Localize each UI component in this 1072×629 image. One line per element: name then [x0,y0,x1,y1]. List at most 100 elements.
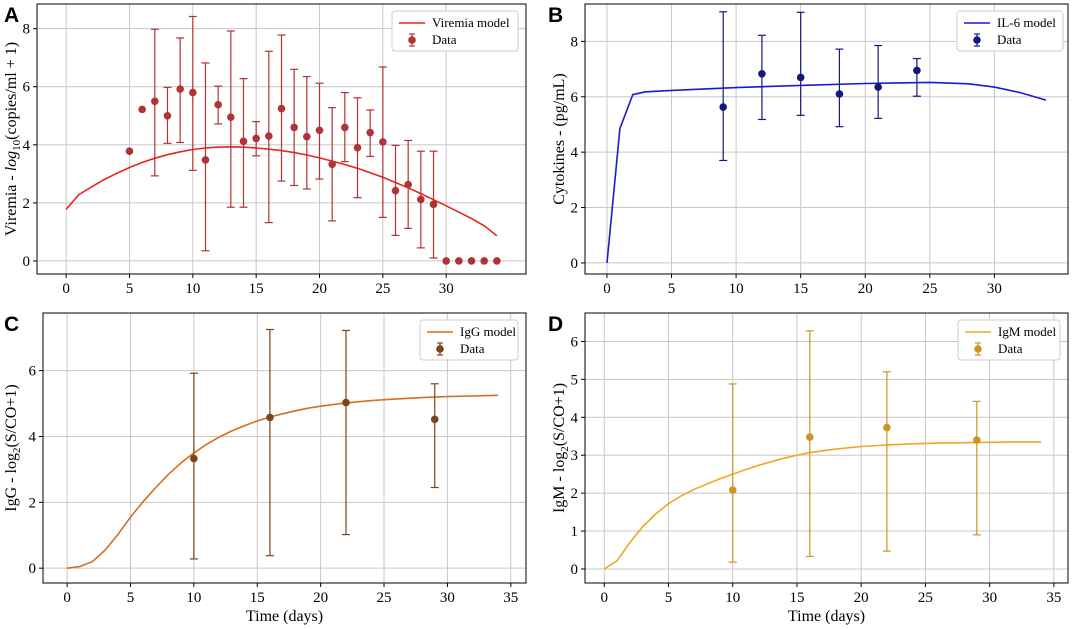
x-tick-label: 5 [127,590,135,606]
y-tick-label: 0 [571,256,579,272]
y-axis-label: Cytokines - (pg/mL) [551,73,568,205]
data-point [758,69,766,78]
data-point [455,257,463,265]
panel-letter: C [4,313,19,336]
x-tick-label: 0 [62,281,70,297]
x-tick-label: 5 [668,281,676,297]
data-point [214,100,222,109]
data-point [883,423,891,432]
legend-model-label: Viremia model [432,15,510,30]
data-point [429,200,438,209]
axes-frame [584,312,1069,584]
data-point [189,88,197,97]
y-tick-label: 4 [29,429,37,445]
data-point [163,111,172,120]
legend-model-label: IgG model [460,324,516,339]
x-axis-label: Time (days) [788,608,865,625]
y-tick-label: 0 [23,254,31,270]
data-point [315,126,324,135]
legend-data-label: Data [998,341,1023,356]
data-point [328,160,336,169]
data-point [806,433,814,441]
axes-frame [584,3,1069,275]
y-axis-label-part: log [3,151,20,171]
x-tick-label: 0 [603,281,611,297]
y-tick-label: 0 [29,561,37,577]
x-tick-label: 5 [126,281,134,297]
y-tick-label: 6 [571,334,579,350]
x-tick-label: 10 [185,281,200,297]
legend-marker-swatch [408,36,416,44]
x-tick-label: 20 [854,590,869,606]
legend: IgM model Data [957,319,1061,361]
y-axis-label: IgG - log2(S/CO+1) [3,384,23,511]
legend-data-label: Data [997,32,1022,47]
model-line [603,441,1041,570]
x-tick-label: 0 [63,590,71,606]
y-axis-label: IgM - log2(S/CO+1) [551,383,571,513]
y-tick-label: 5 [571,372,579,388]
data-point [480,257,488,265]
legend-model-label: IL-6 model [997,15,1056,30]
legend: IL-6 model Data [956,10,1064,52]
panel-letter: A [4,4,19,27]
x-tick-label: 30 [987,281,1002,297]
y-tick-label: 4 [23,138,31,154]
y-tick-label: 2 [23,196,31,212]
panel-b: B 0 5 10 15 20 25 30 0 2 4 6 8 Cytokines - (pg/mL) IL-… [548,3,1069,297]
legend: IgG model Data [419,319,519,361]
x-tick-label: 0 [601,590,609,606]
data-point [353,143,362,152]
y-tick-label: 8 [571,34,579,50]
x-tick-label: 15 [250,590,265,606]
axes-frame [42,312,527,584]
data-point [342,398,350,407]
x-tick-label: 25 [377,590,392,606]
data-point [430,415,439,424]
legend-marker-swatch [436,345,444,353]
y-axis-label-subscript: 10 [11,139,23,151]
y-axis-label-part: IgG - log [3,453,20,512]
data-point [265,132,273,140]
legend-box [956,10,1064,52]
y-tick-label: 4 [571,145,579,161]
y-axis-label-part: Viremia - [3,171,20,236]
y-tick-label: 3 [571,448,579,464]
data-point [913,66,921,75]
x-tick-label: 5 [665,590,673,606]
data-point [728,486,737,494]
data-point [493,257,501,265]
panel-letter: D [548,313,563,336]
legend-box [391,10,519,52]
x-tick-label: 35 [1046,590,1061,606]
data-point [303,132,311,141]
data-point [719,103,727,111]
axes-frame [36,3,527,275]
y-axis-label-part: (copies/ml + 1) [3,42,20,140]
y-tick-label: 6 [29,364,37,380]
data-point [266,413,274,422]
data-point [239,137,248,146]
x-tick-label: 20 [312,281,327,297]
data-point [190,454,198,463]
legend-data-label: Data [432,32,457,47]
data-point [796,73,805,82]
x-tick-label: 35 [503,590,518,606]
data-point [201,156,210,164]
panel-letter: B [548,4,563,27]
data-point [227,113,235,122]
x-tick-label: 30 [439,281,454,297]
y-tick-label: 6 [23,80,31,96]
data-point [341,123,349,132]
legend-marker-swatch [974,345,982,353]
data-point [366,128,374,137]
x-tick-label: 15 [249,281,264,297]
x-tick-label: 10 [186,590,201,606]
y-axis-label-part: (S/CO+1) [551,383,568,446]
data-point [290,123,298,132]
x-tick-label: 30 [982,590,997,606]
y-tick-label: 2 [571,201,579,217]
